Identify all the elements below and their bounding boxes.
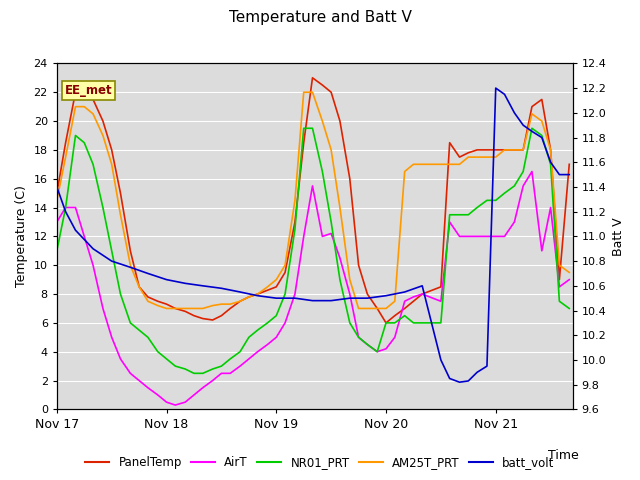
Text: EE_met: EE_met [65, 84, 112, 97]
Text: Time: Time [548, 449, 579, 462]
Text: Temperature and Batt V: Temperature and Batt V [228, 10, 412, 24]
Legend: PanelTemp, AirT, NR01_PRT, AM25T_PRT, batt_volt: PanelTemp, AirT, NR01_PRT, AM25T_PRT, ba… [81, 452, 559, 474]
Y-axis label: Temperature (C): Temperature (C) [15, 185, 28, 288]
Y-axis label: Batt V: Batt V [612, 217, 625, 256]
